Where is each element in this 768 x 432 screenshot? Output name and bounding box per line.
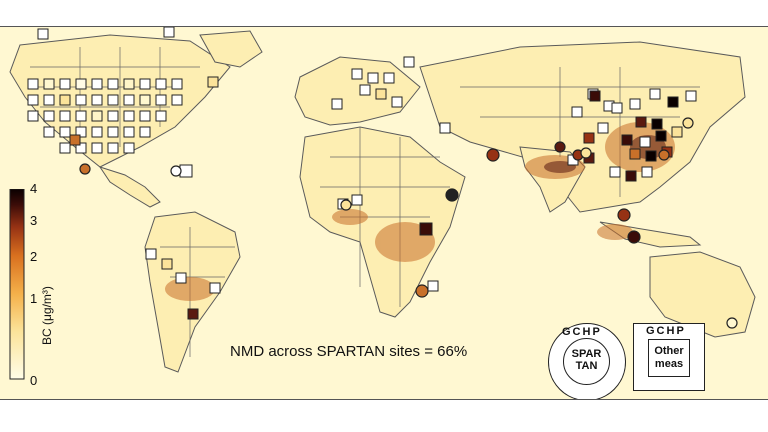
legend-square-outer-label: GCHP [646, 325, 686, 337]
europe [294, 56, 421, 126]
colorbar-title: BC (μg/m³) [40, 286, 54, 345]
colorbar [9, 189, 25, 380]
colorbar-tick-3: 3 [30, 213, 38, 228]
colorbar-tick-2: 2 [30, 249, 38, 264]
nmd-annotation: NMD across SPARTAN sites = 66% [230, 343, 468, 360]
africa [299, 126, 466, 318]
legend-circle-outer-label: GCHP [562, 326, 602, 338]
greenland [199, 30, 263, 68]
asia [419, 41, 746, 213]
legend-circle-inner: SPAR TAN [563, 338, 610, 385]
legend-other-square: GCHP Other meas [633, 323, 705, 391]
legend-circle-inner-label-1: SPAR [571, 348, 602, 360]
legend-circle-inner-label-2: TAN [575, 360, 598, 372]
colorbar-tick-1: 1 [30, 291, 38, 306]
map-canvas [9, 27, 756, 373]
colorbar-tick-4: 4 [30, 181, 38, 196]
central-america [98, 166, 161, 208]
legend-square-inner: Other meas [648, 339, 690, 377]
australia [649, 251, 756, 338]
colorbar-tick-0: 0 [30, 373, 38, 388]
global-bc-map: 4 3 2 1 0 BC (μg/m³) NMD across SPARTAN … [0, 26, 768, 400]
legend-square-inner-label-2: meas [654, 358, 684, 370]
legend-square-inner-label-1: Other [654, 345, 684, 357]
legend-spartan-circle: GCHP SPAR TAN [548, 323, 626, 399]
